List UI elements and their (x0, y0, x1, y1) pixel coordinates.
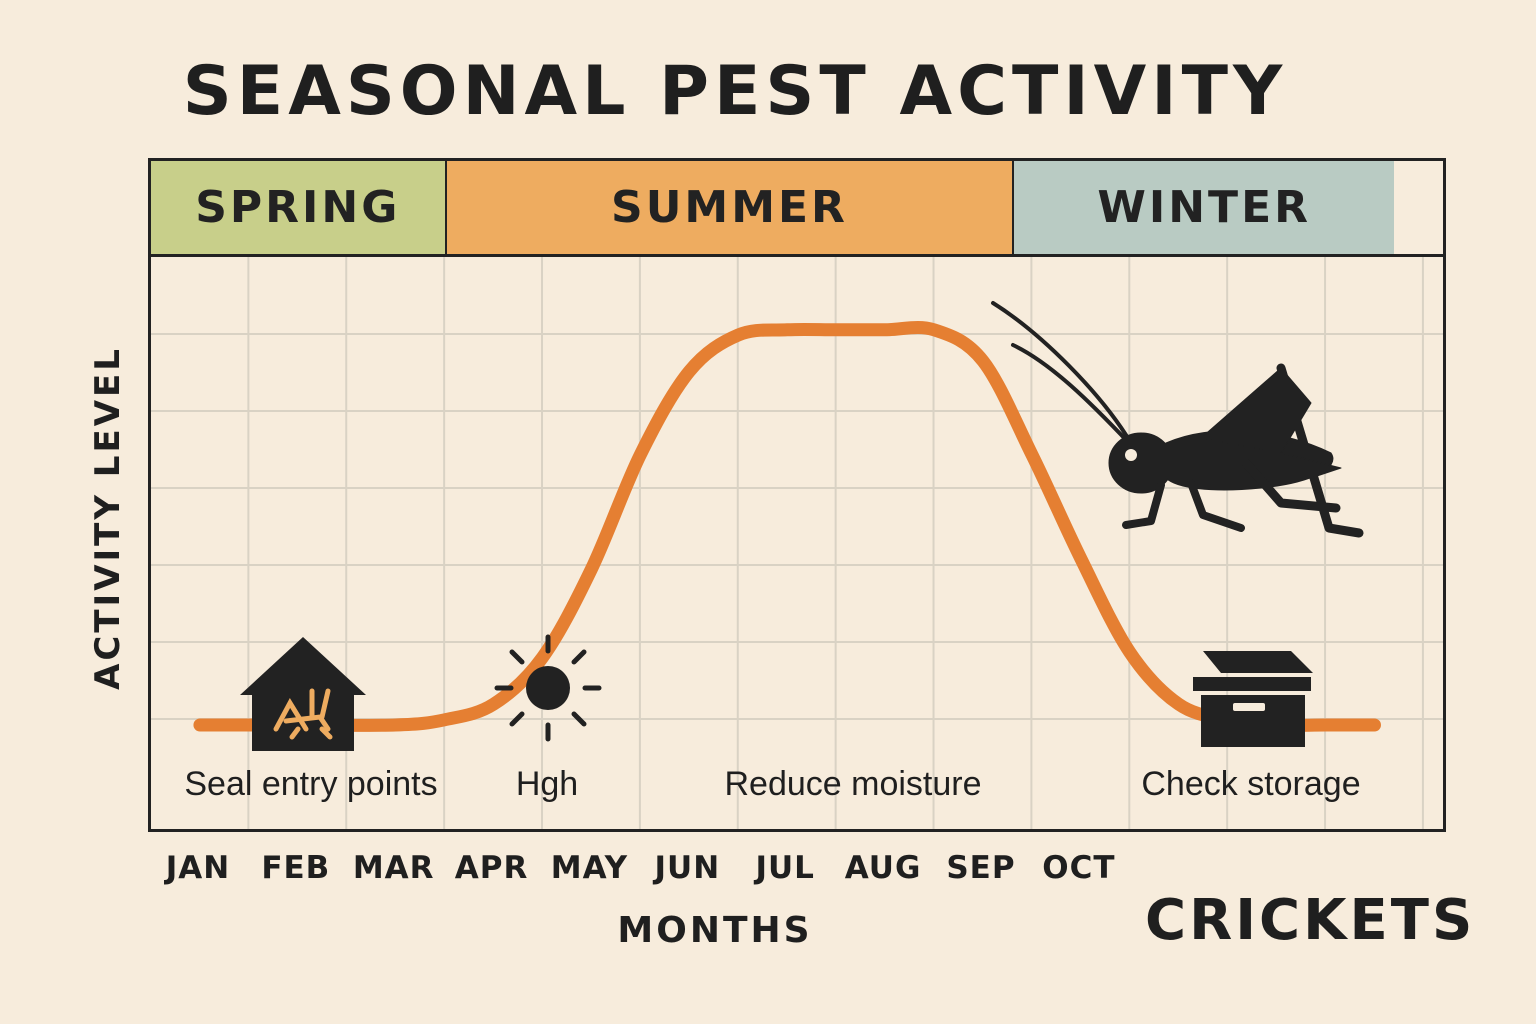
x-tick-jul: JUL (755, 850, 815, 886)
x-axis-label: MONTHS (617, 910, 813, 951)
chart-title: SEASONAL PEST ACTIVITY (182, 52, 1288, 131)
tip-seal-entry-points: Seal entry points (184, 765, 438, 803)
tip-reduce-moisture: Reduce moisture (724, 765, 982, 803)
y-axis-label: ACTIVITY LEVEL (88, 346, 128, 690)
pest-name: CRICKETS (1145, 888, 1476, 953)
x-tick-feb: FEB (261, 850, 331, 886)
tip-high: Hgh (515, 765, 579, 803)
season-band-spring: SPRING (151, 161, 445, 254)
x-tick-mar: MAR (352, 850, 435, 886)
x-tick-jan: JAN (165, 850, 231, 886)
x-tick-oct: OCT (1042, 850, 1116, 886)
storage-box-icon (1193, 651, 1313, 747)
x-tick-sep: SEP (946, 850, 1016, 886)
sun-icon (494, 634, 602, 742)
season-bands: SPRING SUMMER WINTER (151, 161, 1443, 257)
season-band-summer: SUMMER (444, 161, 1013, 254)
x-tick-apr: APR (454, 850, 529, 886)
chart-frame: SPRING SUMMER WINTER (148, 158, 1446, 832)
x-tick-jun: JUN (654, 850, 721, 886)
house-cricket-icon (240, 637, 366, 751)
season-band-winter: WINTER (1012, 161, 1395, 254)
x-tick-may: MAY (550, 850, 629, 886)
cricket-icon (991, 301, 1364, 538)
series-line-activity (193, 321, 1381, 732)
tip-check-storage: Check storage (1141, 765, 1361, 803)
x-tick-aug: AUG (844, 850, 922, 886)
